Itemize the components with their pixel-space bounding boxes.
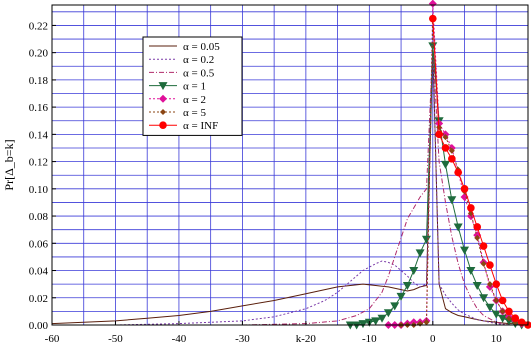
data-point [498, 314, 508, 323]
data-point [491, 310, 501, 319]
data-point [466, 267, 476, 276]
data-point [442, 134, 449, 141]
y-tick-label: 0.00 [29, 320, 49, 332]
y-tick-label: 0.16 [29, 102, 49, 114]
y-tick-label: 0.08 [29, 211, 49, 223]
data-point [409, 267, 419, 276]
y-tick-label: 0.06 [29, 238, 49, 250]
y-axis-label: Pr[Δ_b=k] [2, 139, 16, 190]
legend-label: α = 1 [183, 81, 206, 93]
legend-entry: α = INF [149, 120, 218, 132]
y-tick-label: 0.20 [29, 48, 49, 60]
data-point [358, 320, 368, 329]
data-point [423, 319, 430, 326]
x-tick-label: -50 [108, 333, 123, 345]
data-point [499, 308, 506, 315]
legend-box [142, 36, 243, 136]
legend-label: α = 2 [183, 94, 206, 106]
data-point [383, 309, 393, 318]
legend-label: α = 0.2 [183, 54, 214, 66]
y-tick-label: 0.14 [29, 129, 49, 141]
legend-marker [158, 82, 168, 91]
data-point [511, 314, 520, 322]
data-point [402, 282, 412, 291]
data-point [467, 204, 475, 212]
ticks: -60 -50 -40 -30 k-20 -10 0 10 0.00 0.02 0.04 0.06 0.… [29, 20, 503, 345]
data-point [485, 303, 495, 312]
data-point [517, 318, 526, 327]
data-point [441, 144, 450, 152]
data-point [505, 307, 513, 316]
series-line [52, 45, 528, 326]
data-point [474, 234, 481, 241]
y-tick-label: 0.04 [29, 266, 49, 278]
data-point [460, 185, 469, 193]
series-2 [52, 45, 528, 326]
x-tick-label: 0 [430, 333, 436, 345]
y-tick-label: 0.02 [29, 293, 48, 305]
legend-label: α = 0.5 [183, 67, 215, 79]
x-tick-label: 10 [491, 333, 503, 345]
data-point [505, 315, 512, 322]
data-point [448, 147, 455, 154]
x-tick-label: -30 [235, 333, 250, 345]
x-tick-label: k-20 [296, 333, 317, 345]
data-point [390, 302, 400, 311]
data-point [447, 196, 457, 205]
data-point [492, 280, 501, 288]
data-point [415, 249, 425, 258]
data-point [486, 261, 494, 269]
x-tick-label: -60 [45, 333, 60, 345]
legend-label: α = 5 [183, 107, 206, 119]
legend-entry: α = 5 [149, 107, 206, 119]
legend-marker [159, 121, 167, 129]
data-point [472, 282, 482, 291]
legend-label: α = INF [183, 120, 218, 132]
y-tick-label: 0.12 [29, 157, 48, 169]
data-point [486, 281, 493, 288]
data-point [377, 314, 387, 323]
data-point [460, 246, 470, 255]
y-tick-label: 0.10 [29, 184, 49, 196]
legend-entry: α = 0.5 [149, 67, 215, 79]
data-point [428, 0, 437, 8]
data-point [454, 168, 462, 177]
data-point [480, 260, 487, 267]
data-point [479, 294, 489, 303]
y-tick-label: 0.22 [29, 20, 48, 32]
legend-label: α = 0.05 [183, 41, 220, 53]
data-point [473, 223, 482, 231]
data-point [479, 242, 488, 250]
data-point [421, 235, 431, 244]
plot-frame [51, 4, 529, 326]
data-point [429, 14, 437, 23]
legend-entry: α = 2 [149, 94, 206, 106]
data-point [371, 317, 381, 326]
data-point [448, 155, 456, 163]
data-point [453, 223, 463, 232]
legend-entry: α = 0.2 [149, 54, 214, 66]
legend-entry: α = 0.05 [149, 41, 220, 53]
x-tick-label: -40 [172, 333, 187, 345]
legend-marker [160, 109, 166, 115]
series-6 [429, 14, 531, 329]
legend-entry: α = 1 [149, 81, 206, 93]
series-line [432, 18, 529, 326]
data-point [435, 130, 443, 139]
y-tick-label: 0.18 [29, 75, 49, 87]
x-tick-label: -10 [362, 333, 377, 345]
data-point [440, 160, 450, 169]
data-point [498, 296, 507, 305]
data-point [493, 297, 500, 304]
data-point [396, 292, 406, 301]
legend: α = 0.05α = 0.2α = 0.5 α = 1α = 2α = 5α =… [142, 36, 243, 136]
legend-marker [159, 94, 167, 103]
